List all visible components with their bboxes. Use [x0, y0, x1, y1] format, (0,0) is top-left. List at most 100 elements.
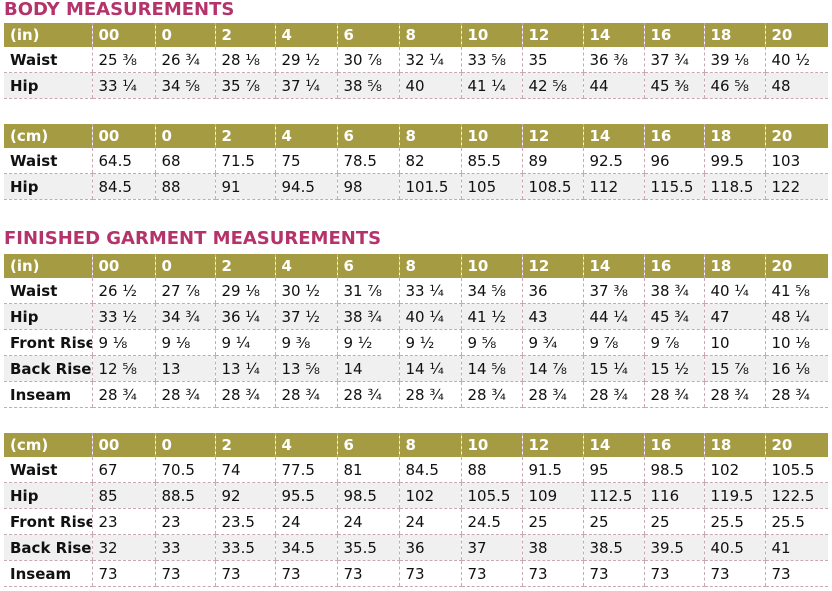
measurement-cell: 28 ¾	[91, 381, 155, 408]
size-header: 12	[521, 124, 583, 148]
table-row: Hip 33 ½ 34 ¾ 36 ¼ 37 ½ 38 ¾ 40 ¼ 41 ½ 43 44 ¼ 45 …	[4, 303, 828, 330]
table-row: Inseam 28 ¾ 28 ¾ 28 ¾ 28 ¾ 28 ¾ 28 ¾ 28 ¾ 28 ¾ 28…	[4, 381, 828, 408]
measurement-cell: 13 ⅝	[274, 355, 337, 382]
measurement-cell: 102	[703, 457, 765, 483]
measurement-cell: 33 ¼	[398, 278, 461, 304]
measurement-cell: 108.5	[521, 173, 583, 200]
measurement-cell: 38 ¾	[643, 278, 704, 304]
finished-in-table: (in) 00 0 2 4 6 8 10 12 14 16 18 20 Waist 26 ½ 27 ⅞ 29 ⅛…	[4, 254, 828, 408]
measurement-cell: 37	[460, 534, 522, 561]
measurement-cell: 43	[521, 303, 583, 330]
measurement-cell: 73	[214, 560, 275, 587]
measurement-cell: 15 ⅞	[703, 355, 765, 382]
measurement-cell: 9 ½	[336, 329, 399, 356]
measurement-cell: 47	[703, 303, 765, 330]
measurement-cell: 28 ¾	[521, 381, 583, 408]
measurement-cell: 14 ¼	[398, 355, 461, 382]
measurement-cell: 33	[154, 534, 215, 561]
measurement-cell: 98.5	[336, 482, 399, 509]
measurement-cell: 24	[274, 508, 337, 535]
measurement-cell: 30 ⅞	[336, 47, 399, 73]
measurement-cell: 92	[214, 482, 275, 509]
measurement-cell: 73	[154, 560, 215, 587]
measurement-cell: 96	[643, 148, 704, 174]
measurement-cell: 37 ⅜	[582, 278, 644, 304]
measurement-cell: 10	[703, 329, 765, 356]
measurement-cell: 98.5	[643, 457, 704, 483]
measurement-cell: 39 ⅛	[703, 47, 765, 73]
measurement-cell: 28 ⅛	[214, 47, 275, 73]
size-header: 2	[214, 433, 275, 457]
row-label: Back Rise	[4, 355, 92, 382]
measurement-cell: 41	[764, 534, 828, 561]
measurement-cell: 24.5	[460, 508, 522, 535]
size-header: 16	[643, 433, 704, 457]
measurement-cell: 9 ⅝	[460, 329, 522, 356]
measurement-cell: 48	[764, 72, 828, 99]
size-header: 8	[398, 254, 461, 278]
measurement-cell: 37 ½	[274, 303, 337, 330]
measurement-cell: 14 ⅝	[460, 355, 522, 382]
measurement-cell: 25	[582, 508, 644, 535]
measurement-cell: 35 ⅞	[214, 72, 275, 99]
row-label: Inseam	[4, 560, 92, 587]
size-header: 0	[154, 23, 215, 47]
measurement-cell: 16 ⅛	[764, 355, 828, 382]
measurement-cell: 9 ¾	[521, 329, 583, 356]
size-header: 20	[764, 23, 828, 47]
measurement-cell: 118.5	[703, 173, 765, 200]
measurement-cell: 27 ⅞	[154, 278, 215, 304]
measurement-cell: 25	[643, 508, 704, 535]
measurement-cell: 73	[274, 560, 337, 587]
measurement-cell: 40 ¼	[703, 278, 765, 304]
measurement-cell: 25 ⅜	[91, 47, 155, 73]
row-label: Inseam	[4, 381, 92, 408]
measurement-cell: 105.5	[764, 457, 828, 483]
measurement-cell: 73	[460, 560, 522, 587]
measurement-cell: 33 ¼	[91, 72, 155, 99]
body-measurements-title: BODY MEASUREMENTS	[4, 0, 235, 20]
measurement-cell: 38 ⅝	[336, 72, 399, 99]
size-header: 12	[521, 254, 583, 278]
measurement-cell: 9 ⅞	[582, 329, 644, 356]
measurement-cell: 25.5	[703, 508, 765, 535]
measurement-cell: 29 ⅛	[214, 278, 275, 304]
measurement-cell: 40 ¼	[398, 303, 461, 330]
measurement-cell: 28 ¾	[703, 381, 765, 408]
table-row: Inseam 73 73 73 73 73 73 73 73 73 73 73 73	[4, 560, 828, 587]
table-row: Back Rise 32 33 33.5 34.5 35.5 36 37 38 38.5 39.5 4…	[4, 534, 828, 561]
measurement-cell: 9 ½	[398, 329, 461, 356]
measurement-cell: 85.5	[460, 148, 522, 174]
measurement-cell: 32	[91, 534, 155, 561]
measurement-cell: 36	[521, 278, 583, 304]
measurement-cell: 89	[521, 148, 583, 174]
size-header: 6	[336, 254, 399, 278]
unit-header: (cm)	[4, 124, 92, 148]
measurement-cell: 40.5	[703, 534, 765, 561]
measurement-cell: 112	[582, 173, 644, 200]
measurement-cell: 36 ⅜	[582, 47, 644, 73]
finished-garment-title: FINISHED GARMENT MEASUREMENTS	[4, 228, 382, 249]
measurement-cell: 109	[521, 482, 583, 509]
size-header: 10	[460, 433, 522, 457]
size-header: 8	[398, 23, 461, 47]
row-label: Waist	[4, 47, 92, 73]
measurement-cell: 73	[398, 560, 461, 587]
measurement-cell: 95.5	[274, 482, 337, 509]
measurement-cell: 41 ⅝	[764, 278, 828, 304]
measurement-cell: 46 ⅝	[703, 72, 765, 99]
size-header: 8	[398, 124, 461, 148]
size-header: 18	[703, 433, 765, 457]
measurement-cell: 40	[398, 72, 461, 99]
measurement-cell: 35.5	[336, 534, 399, 561]
measurement-cell: 9 ¼	[214, 329, 275, 356]
size-header: 0	[154, 124, 215, 148]
measurement-cell: 10 ⅛	[764, 329, 828, 356]
size-header: 14	[582, 433, 644, 457]
unit-header: (in)	[4, 23, 92, 47]
measurement-cell: 74	[214, 457, 275, 483]
size-header: 20	[764, 254, 828, 278]
body-in-table: (in) 00 0 2 4 6 8 10 12 14 16 18 20 Waist 25 ⅜ 26 ¾ 28 ⅛…	[4, 23, 828, 99]
